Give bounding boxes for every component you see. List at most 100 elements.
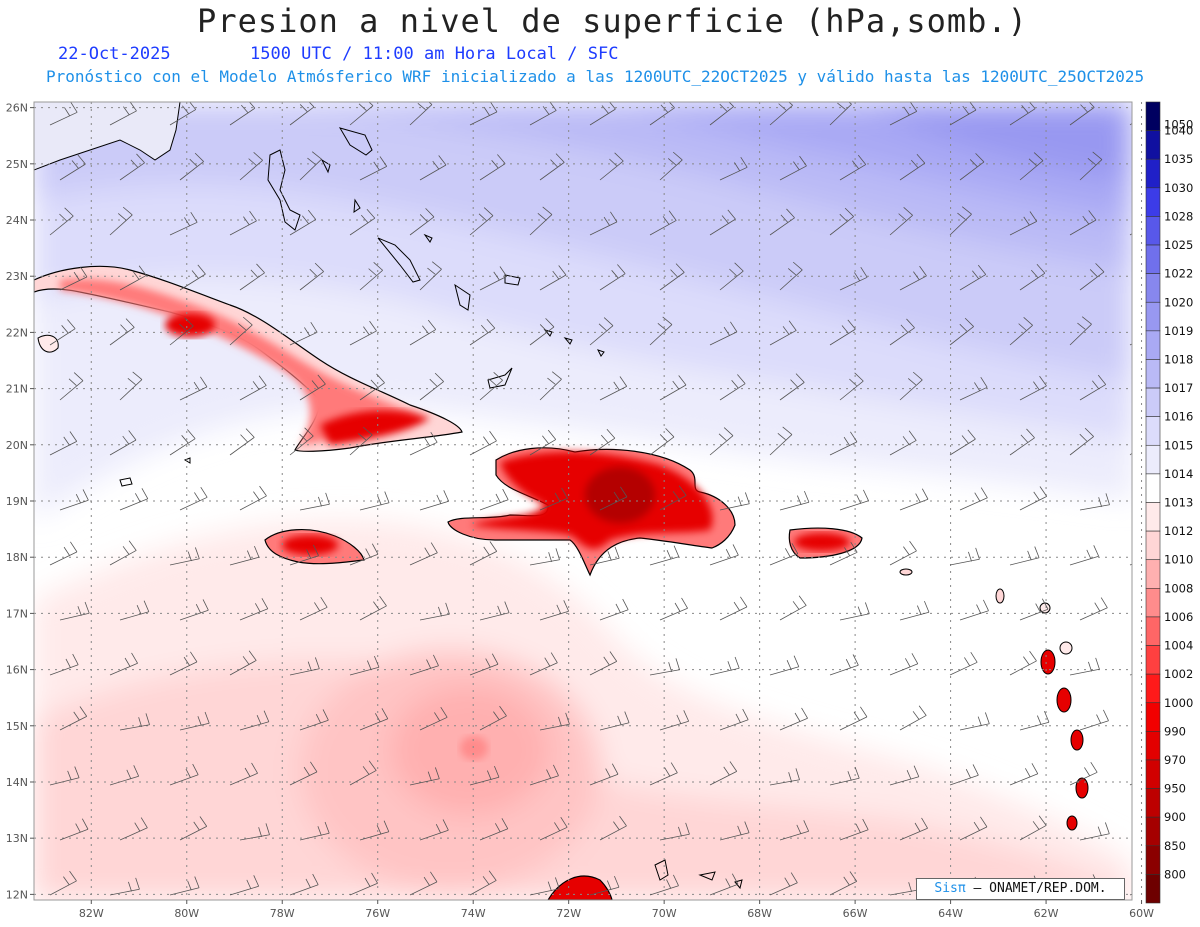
wind-barb <box>359 491 390 511</box>
wind-barb <box>239 485 267 511</box>
wind-barb <box>649 545 680 566</box>
legend-label: 1004 <box>1164 639 1193 653</box>
credit-brand: Sisπ <box>934 881 966 896</box>
wind-barb <box>289 544 319 566</box>
legend-swatch <box>1145 845 1161 875</box>
wind-barb <box>479 266 508 291</box>
wind-barb <box>59 266 88 291</box>
wind-barb <box>229 102 256 126</box>
forecast-date: 22-Oct-2025 <box>58 44 171 64</box>
legend-label: 1016 <box>1164 410 1193 424</box>
lat-label: 26N <box>6 102 28 115</box>
legend-label: 900 <box>1164 810 1186 824</box>
legend-swatch <box>1145 187 1161 217</box>
wind-barb <box>589 875 620 896</box>
wind-barb <box>889 540 917 566</box>
wind-barb <box>169 547 200 566</box>
wind-barb <box>169 429 196 456</box>
lon-label: 70W <box>652 907 677 920</box>
wind-barb <box>889 318 915 346</box>
wind-barb <box>359 820 390 841</box>
wind-barb <box>779 820 810 841</box>
wind-barb <box>529 877 560 896</box>
latitude-labels: 26N 25N 24N 23N 22N 21N 20N 19N 18N 17N 16N 15N 14N 1… <box>6 102 34 901</box>
wind-barb <box>169 651 198 676</box>
wind-barb <box>469 102 498 126</box>
wind-barb <box>949 206 972 236</box>
wind-barb <box>779 490 810 511</box>
wind-barb <box>769 320 797 346</box>
legend-swatch <box>1145 702 1161 732</box>
lat-label: 13N <box>6 832 28 845</box>
lesser-antilles <box>899 568 1089 831</box>
wind-barb <box>659 263 685 291</box>
lon-label: 68W <box>747 907 772 920</box>
legend-label: 1008 <box>1164 581 1193 595</box>
wind-barb <box>899 817 928 841</box>
wind-barb <box>899 488 929 511</box>
legend-swatch <box>1145 158 1161 189</box>
wind-barb <box>899 153 926 181</box>
wind-barb <box>659 822 690 841</box>
wind-barb <box>419 490 450 511</box>
wind-barb <box>349 208 376 236</box>
lon-label: 60W <box>1129 907 1154 920</box>
lon-label: 62W <box>1034 907 1059 920</box>
wind-barb <box>1019 263 1046 291</box>
wind-barb <box>529 548 560 566</box>
legend-swatch <box>1145 444 1161 475</box>
legend-swatch <box>1145 130 1161 160</box>
wind-barb <box>649 316 673 346</box>
wind-barb <box>829 541 858 566</box>
wind-barb <box>479 372 503 401</box>
wind-barb <box>659 710 690 731</box>
wind-barb <box>839 154 867 181</box>
puerto-rico-island <box>788 527 863 559</box>
wind-barb <box>959 816 988 841</box>
wind-barb <box>119 265 147 291</box>
wind-barb <box>839 602 870 621</box>
wind-barb <box>169 102 197 126</box>
lat-label: 22N <box>6 326 28 339</box>
wind-barb <box>709 209 736 236</box>
wind-barb <box>469 653 499 676</box>
wind-barb <box>49 541 78 566</box>
wind-barb <box>709 761 738 786</box>
wind-barb <box>109 877 140 896</box>
lon-label: 80W <box>174 907 199 920</box>
wind-barb <box>229 545 260 566</box>
wind-barb <box>469 765 500 786</box>
wind-barb <box>119 600 150 621</box>
wind-barb <box>1079 822 1110 841</box>
wind-barb <box>359 595 387 621</box>
wind-barb <box>59 154 86 181</box>
lat-label: 14N <box>6 776 28 789</box>
credit-text: – ONAMET/REP.DOM. <box>973 881 1107 896</box>
wind-barb <box>829 319 856 346</box>
wind-barb <box>659 151 683 181</box>
wind-barb <box>1069 316 1092 346</box>
map-title: Presion a nivel de superficie (hPa,somb.… <box>197 2 1028 40</box>
wind-barb <box>769 102 793 126</box>
wind-barb <box>1069 657 1100 676</box>
wind-barb <box>239 152 263 181</box>
wind-barb <box>889 765 920 786</box>
wind-barb <box>769 872 798 896</box>
wind-barb <box>589 651 618 676</box>
wind-barb <box>479 154 506 181</box>
lat-label: 15N <box>6 720 28 733</box>
wind-barb <box>589 763 619 786</box>
wind-barb <box>289 102 315 126</box>
wind-barb <box>949 547 980 566</box>
wind-barb <box>409 431 438 456</box>
wind-barb <box>1079 493 1110 511</box>
wind-barb <box>299 821 330 841</box>
wind-barb <box>769 768 800 786</box>
legend-swatch <box>1145 731 1161 761</box>
wind-barb <box>719 492 750 511</box>
wind-barb <box>359 262 383 291</box>
legend-swatch <box>1145 473 1161 503</box>
wind-barb <box>539 153 565 181</box>
lon-label: 72W <box>556 907 581 920</box>
wind-barb <box>469 870 497 896</box>
